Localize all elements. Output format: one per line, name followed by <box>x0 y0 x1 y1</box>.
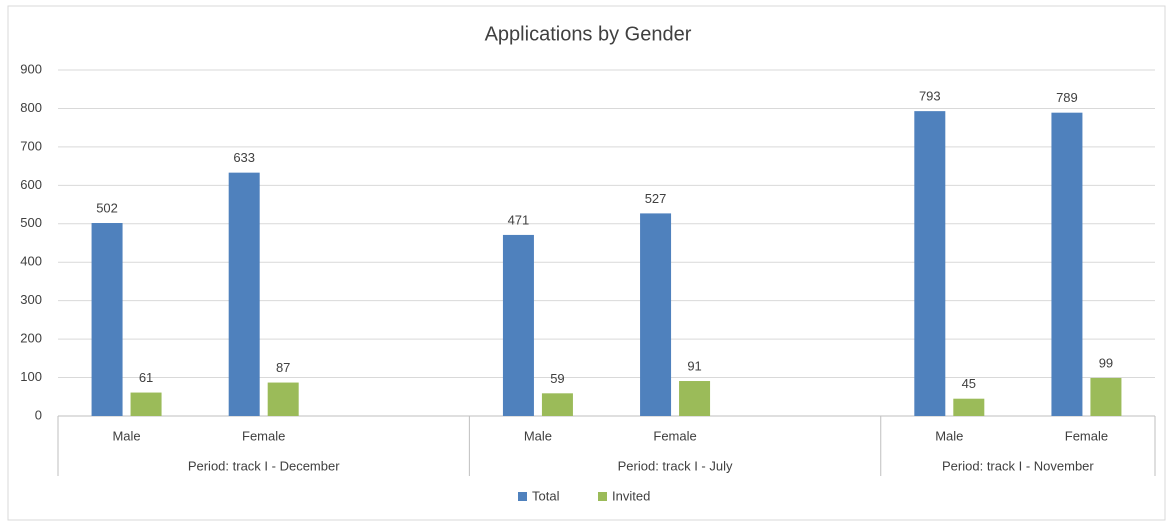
legend-swatch <box>518 492 527 501</box>
legend-label: Total <box>532 488 560 503</box>
x-tick-label: Male <box>935 428 963 443</box>
bar <box>914 111 946 416</box>
data-label: 61 <box>139 370 153 385</box>
group-label: Period: track I - July <box>618 458 733 473</box>
bar <box>91 223 123 416</box>
legend-swatch <box>598 492 607 501</box>
x-tick-label: Female <box>242 428 285 443</box>
bar <box>502 234 534 416</box>
y-tick-label: 600 <box>20 177 42 192</box>
y-tick-label: 300 <box>20 292 42 307</box>
y-tick-label: 200 <box>20 331 42 346</box>
y-tick-label: 800 <box>20 100 42 115</box>
data-label: 45 <box>962 376 976 391</box>
bar <box>640 213 672 416</box>
chart-title: Applications by Gender <box>485 23 692 45</box>
legend-label: Invited <box>612 488 650 503</box>
data-label: 59 <box>550 371 564 386</box>
x-tick-label: Male <box>524 428 552 443</box>
x-tick-label: Female <box>653 428 696 443</box>
chart-border <box>7 5 1166 521</box>
bar <box>953 398 985 416</box>
bar <box>130 392 162 416</box>
x-tick-label: Female <box>1065 428 1108 443</box>
group-label: Period: track I - December <box>188 458 340 473</box>
data-label: 91 <box>687 358 701 373</box>
data-label: 793 <box>919 89 941 104</box>
bar <box>228 172 260 416</box>
x-tick-label: Male <box>112 428 140 443</box>
y-tick-label: 900 <box>20 61 42 76</box>
y-tick-label: 700 <box>20 138 42 153</box>
bar <box>679 381 711 416</box>
data-label: 633 <box>233 150 255 165</box>
y-tick-label: 0 <box>35 407 42 422</box>
group-label: Period: track I - November <box>942 458 1094 473</box>
data-label: 471 <box>508 212 530 227</box>
bar <box>541 393 573 416</box>
data-label: 87 <box>276 360 290 375</box>
y-tick-label: 100 <box>20 369 42 384</box>
data-label: 99 <box>1099 355 1113 370</box>
y-tick-label: 400 <box>20 254 42 269</box>
y-tick-label: 500 <box>20 215 42 230</box>
data-label: 527 <box>645 191 667 206</box>
bar <box>267 382 299 416</box>
data-label: 789 <box>1056 90 1078 105</box>
data-label: 502 <box>96 200 118 215</box>
bar <box>1051 112 1083 416</box>
bar <box>1090 377 1122 416</box>
